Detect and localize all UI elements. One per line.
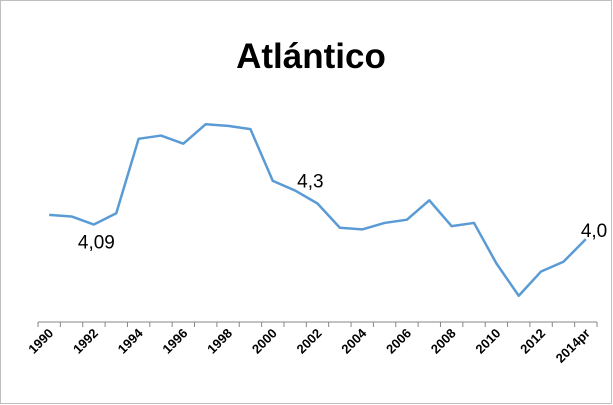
data-label: 4,0 [581, 221, 607, 242]
data-line [49, 122, 587, 297]
data-label: 4,3 [297, 172, 323, 193]
chart-title: Atlántico [236, 37, 386, 76]
data-label: 4,09 [78, 233, 115, 254]
